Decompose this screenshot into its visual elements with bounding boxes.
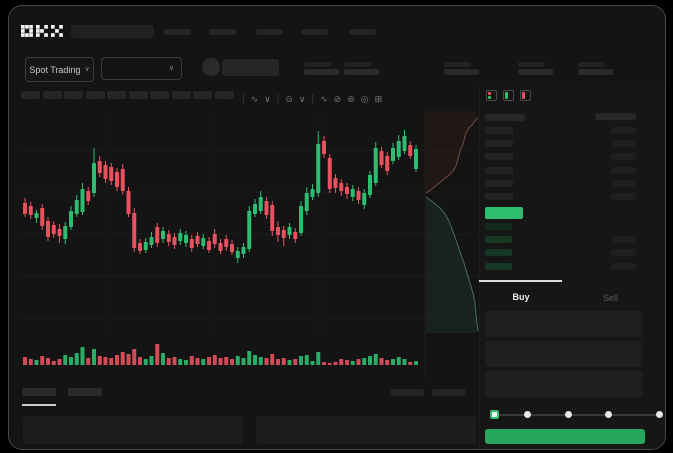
orderbook-combined-view-icon[interactable] bbox=[486, 90, 497, 101]
divider: | bbox=[311, 93, 315, 105]
order-input-placeholder[interactable] bbox=[485, 341, 642, 367]
chart-toolbar-icons: | ∿ ∨ | ⊙ ∨ | ∿ ⊘ ⊚ ◎ ⊞ bbox=[242, 92, 382, 106]
ask-row-price-placeholder[interactable] bbox=[485, 179, 513, 187]
wave-tool-icon[interactable]: ∿ bbox=[320, 93, 328, 104]
toolbar-item-placeholder[interactable] bbox=[214, 91, 234, 99]
toolbar-item-placeholder[interactable] bbox=[64, 91, 83, 99]
toolbar-item-placeholder[interactable] bbox=[171, 91, 191, 99]
orderbook-asks-view-icon[interactable] bbox=[520, 90, 531, 101]
ask-row-price-placeholder[interactable] bbox=[485, 166, 513, 174]
pair-selector[interactable]: ∨ bbox=[101, 57, 182, 80]
stat-value-placeholder bbox=[578, 69, 613, 75]
ask-row-price-placeholder[interactable] bbox=[485, 127, 513, 134]
last-price-button[interactable] bbox=[485, 207, 523, 219]
ask-row-size-placeholder bbox=[611, 179, 636, 187]
market-type-label: Spot Trading bbox=[29, 64, 81, 75]
stat-value-placeholder bbox=[444, 69, 479, 75]
slider-stop[interactable] bbox=[605, 411, 612, 418]
orderbook-header-right-placeholder bbox=[595, 113, 636, 120]
tab-sell[interactable]: Sell bbox=[602, 293, 618, 303]
ask-row-price-placeholder[interactable] bbox=[485, 153, 513, 161]
line-tool-icon[interactable]: ∿ bbox=[250, 93, 259, 104]
ask-row-size-placeholder bbox=[611, 140, 636, 148]
nav-item-placeholder[interactable] bbox=[164, 29, 191, 35]
ask-row-size-placeholder bbox=[611, 127, 636, 134]
app-window: Spot Trading ∨ ∨ | ∿ ∨ | ⊙ ∨ | ∿ ⊘ ⊚ ◎ ⊞ Buy Sell bbox=[8, 5, 666, 450]
bottom-panel-placeholder bbox=[256, 416, 476, 444]
stat-label-placeholder bbox=[518, 62, 545, 67]
okx-logo bbox=[21, 25, 63, 37]
nav-item-placeholder[interactable] bbox=[301, 29, 328, 35]
stat-label-placeholder bbox=[444, 62, 471, 67]
bottom-active-tab-underline bbox=[22, 404, 56, 406]
toolbar-item-placeholder[interactable] bbox=[21, 91, 40, 99]
bid-row-size-placeholder bbox=[611, 262, 636, 270]
stat-label-placeholder bbox=[578, 62, 605, 67]
settings-icon[interactable]: ◎ bbox=[360, 93, 369, 104]
toolbar-item-placeholder[interactable] bbox=[193, 91, 212, 99]
toolbar-item-placeholder[interactable] bbox=[42, 91, 62, 99]
chevron-down-icon: ∨ bbox=[84, 66, 90, 73]
ask-row-size-placeholder bbox=[611, 193, 636, 200]
ask-row-price-placeholder[interactable] bbox=[485, 140, 513, 148]
market-type-selector[interactable]: Spot Trading ∨ bbox=[25, 57, 94, 82]
stat-value-placeholder bbox=[344, 69, 379, 75]
search-placeholder[interactable] bbox=[71, 25, 154, 38]
camera-icon[interactable]: ⊚ bbox=[347, 93, 355, 104]
stat-value-placeholder bbox=[304, 69, 339, 75]
pair-name-placeholder bbox=[222, 59, 279, 76]
order-input-placeholder[interactable] bbox=[485, 371, 642, 397]
bottom-panel-placeholder bbox=[23, 416, 243, 444]
bottom-tab-placeholder[interactable] bbox=[68, 388, 102, 396]
order-input-placeholder[interactable] bbox=[485, 311, 642, 337]
ask-row-size-placeholder bbox=[611, 153, 636, 161]
buy-submit-button[interactable] bbox=[485, 429, 645, 444]
toolbar-item-placeholder[interactable] bbox=[107, 91, 126, 99]
slider-handle[interactable] bbox=[490, 410, 499, 419]
bid-row-price-placeholder[interactable] bbox=[485, 249, 512, 257]
active-tab-underline bbox=[479, 280, 562, 282]
fullscreen-icon[interactable]: ⊞ bbox=[374, 93, 383, 104]
toggle-color-bar bbox=[505, 92, 508, 99]
slider-stop[interactable] bbox=[656, 411, 663, 418]
pair-icon bbox=[202, 58, 220, 76]
bid-row-size-placeholder bbox=[611, 236, 636, 244]
bottom-tab-placeholder[interactable] bbox=[22, 388, 56, 396]
bid-row-size-placeholder bbox=[611, 249, 636, 257]
toggle-color-bar bbox=[522, 92, 525, 99]
chevron-down-icon[interactable]: ∨ bbox=[298, 93, 306, 104]
nav-item-placeholder[interactable] bbox=[256, 29, 283, 35]
slider-stop[interactable] bbox=[565, 411, 572, 418]
bid-row-price-placeholder[interactable] bbox=[485, 262, 512, 270]
ask-row-size-placeholder bbox=[611, 166, 636, 174]
nav-item-placeholder[interactable] bbox=[349, 29, 376, 35]
toolbar-item-placeholder[interactable] bbox=[150, 91, 169, 99]
slider-stop[interactable] bbox=[524, 411, 531, 418]
divider: | bbox=[276, 93, 280, 105]
amount-slider-track[interactable] bbox=[490, 414, 658, 416]
orderbook-header-left-placeholder bbox=[485, 114, 525, 121]
bid-row-price-placeholder[interactable] bbox=[485, 223, 512, 230]
bottom-action-placeholder[interactable] bbox=[432, 389, 466, 396]
bottom-action-placeholder[interactable] bbox=[390, 389, 424, 396]
divider: | bbox=[242, 93, 245, 105]
toggle-color-bar bbox=[488, 92, 491, 99]
indicator-icon[interactable]: ⊙ bbox=[285, 93, 293, 104]
ask-row-price-placeholder[interactable] bbox=[485, 193, 513, 200]
toolbar-item-placeholder[interactable] bbox=[128, 91, 148, 99]
nav-item-placeholder[interactable] bbox=[209, 29, 236, 35]
orderbook-bids-view-icon[interactable] bbox=[503, 90, 514, 101]
stat-value-placeholder bbox=[518, 69, 553, 75]
stat-label-placeholder bbox=[304, 62, 331, 67]
bid-row-price-placeholder[interactable] bbox=[485, 236, 512, 244]
toolbar-item-placeholder[interactable] bbox=[85, 91, 105, 99]
tab-buy[interactable]: Buy bbox=[512, 292, 530, 302]
eraser-icon[interactable]: ⊘ bbox=[333, 93, 342, 104]
chevron-down-icon[interactable]: ∨ bbox=[264, 93, 271, 104]
chevron-down-icon: ∨ bbox=[168, 65, 174, 72]
stat-label-placeholder bbox=[344, 62, 371, 67]
